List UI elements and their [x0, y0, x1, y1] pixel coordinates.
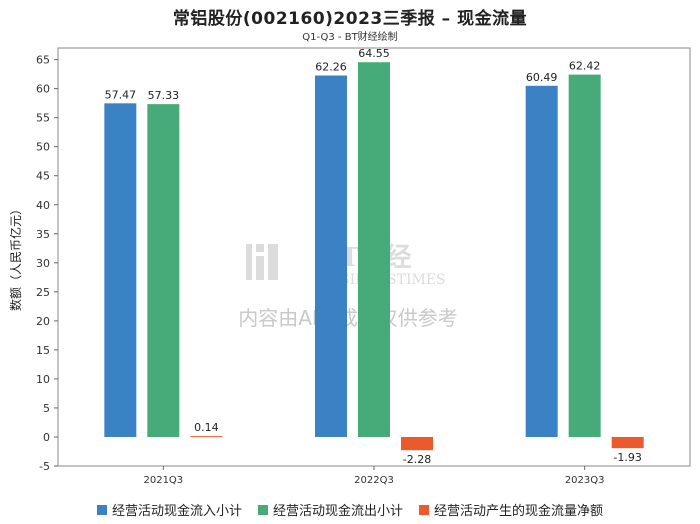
- y-axis-label: 数额（人民币亿元）: [8, 203, 23, 311]
- bar: [401, 436, 433, 451]
- y-tick-label: -5: [39, 460, 50, 473]
- y-tick-label: 15: [36, 344, 50, 357]
- y-tick-label: 25: [36, 286, 50, 299]
- watermark: BT财经 BUSINESSTIMES 内容由AI生成，仅供参考: [238, 242, 458, 330]
- chart-title: 常铝股份(002160)2023三季报 – 现金流量: [172, 9, 528, 29]
- bar: [568, 74, 601, 437]
- data-label: -1.93: [613, 451, 641, 464]
- x-tick-label: 2021Q3: [143, 475, 183, 486]
- x-tick-label: 2022Q3: [354, 475, 394, 486]
- data-label: 62.42: [569, 60, 601, 73]
- legend-label: 经营活动现金流出小计: [272, 504, 403, 519]
- bar: [358, 62, 390, 437]
- y-tick-label: 55: [36, 112, 50, 125]
- data-labels: 57.47 57.33 0.14 62.26 64.55 -2.28 60.49 62.42 -…: [105, 47, 642, 466]
- watermark-logo: [246, 244, 278, 280]
- legend-label: 经营活动现金流入小计: [111, 504, 242, 519]
- x-tick-label: 2023Q3: [565, 475, 605, 486]
- legend-item: 经营活动现金流入小计: [96, 500, 242, 519]
- y-tick-label: 35: [36, 228, 50, 241]
- y-tick-label: 30: [36, 257, 50, 270]
- data-label: 57.33: [148, 89, 180, 102]
- data-label: -2.28: [403, 453, 431, 466]
- bars: [104, 62, 644, 451]
- y-tick-label: 65: [36, 54, 50, 67]
- legend-item: 经营活动现金流出小计: [257, 500, 403, 519]
- legend-swatch: [419, 504, 429, 515]
- data-label: 60.49: [526, 71, 558, 84]
- chart-subtitle: Q1-Q3 - BT财经绘制: [302, 32, 398, 43]
- data-label: 64.55: [358, 47, 390, 60]
- legend-swatch: [96, 504, 107, 515]
- legend: 经营活动现金流入小计 经营活动现金流出小计 经营活动产生的现金流量净额: [0, 500, 700, 519]
- y-tick-label: 50: [36, 141, 50, 154]
- data-label: 57.47: [105, 88, 137, 101]
- bar: [147, 104, 180, 437]
- y-tick-label: 45: [36, 170, 50, 183]
- bar: [190, 436, 223, 438]
- data-label: 62.26: [315, 61, 347, 74]
- legend-swatch: [257, 504, 268, 515]
- axes: -5 0 5 10 15 20 25 30 35 40 45 50 55 60 65 数额（人民币亿元） 202…: [8, 47, 691, 486]
- y-tick-label: 20: [36, 315, 50, 328]
- bar: [525, 85, 558, 437]
- legend-label: 经营活动产生的现金流量净额: [434, 504, 604, 519]
- bar: [315, 75, 347, 437]
- legend-item: 经营活动产生的现金流量净额: [419, 500, 603, 519]
- y-tick-label: 10: [36, 373, 50, 386]
- bar: [104, 103, 137, 437]
- y-tick-label: 0: [43, 431, 50, 444]
- y-tick-label: 5: [43, 402, 50, 415]
- bar: [611, 436, 644, 449]
- data-label: 0.14: [194, 421, 219, 434]
- y-tick-label: 60: [36, 83, 50, 96]
- watermark-disclaimer: 内容由AI生成，仅供参考: [238, 306, 458, 330]
- y-tick-label: 40: [36, 199, 50, 212]
